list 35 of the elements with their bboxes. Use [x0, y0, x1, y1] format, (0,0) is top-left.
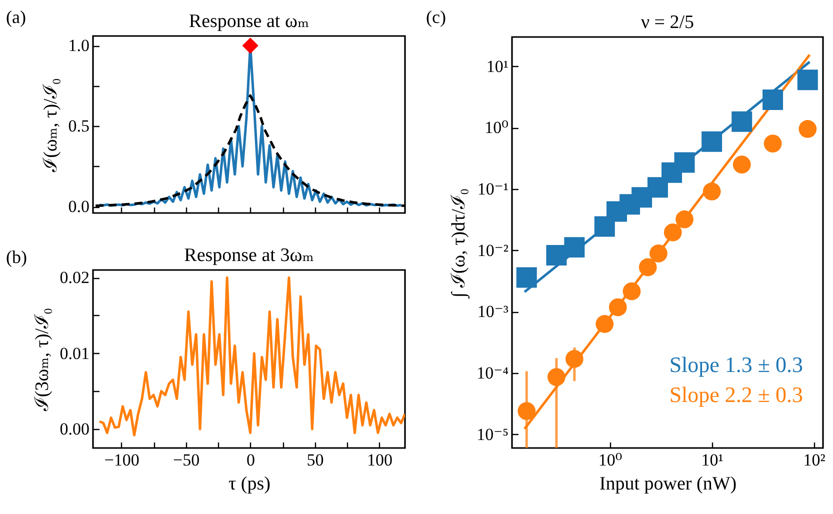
x-tick-label: 100 [366, 450, 392, 470]
x-tick-label: −50 [173, 450, 200, 470]
x-tick-label: 50 [306, 450, 324, 470]
x-tick-label: 10² [803, 450, 826, 470]
y-tick-label: 0.01 [60, 344, 90, 363]
text: Slope 1.3 ± 0.3 [669, 352, 803, 377]
y-axis-title: ℐ(ωₘ, τ)/ℐ₀ [40, 78, 62, 173]
text: (a) [6, 7, 26, 27]
y-tick-label: 10⁻⁵ [476, 424, 509, 444]
x-axis-title: Input power (nW) [599, 474, 737, 494]
chart-title: Response at 3ωₘ [184, 245, 314, 266]
y-tick-label: 0.00 [60, 420, 90, 439]
text: Slope 2.2 ± 0.3 [669, 382, 803, 407]
y-tick-label: 0.02 [60, 268, 90, 288]
x-tick-label: −100 [104, 450, 140, 470]
y-tick-label: 10⁻⁴ [476, 364, 509, 383]
text: (c) [426, 7, 446, 27]
y-tick-label: 10⁻¹ [477, 179, 508, 198]
x-tick-label: 10⁰ [598, 450, 622, 470]
y-tick-label: 10⁰ [484, 118, 509, 138]
x-axis-title: τ (ps) [228, 474, 270, 494]
line-series [98, 276, 405, 436]
y-tick-label: 1.0 [68, 36, 90, 56]
y-axis-title: ∫ ℐ(ω, τ)dτ/ℐ₀ [448, 188, 471, 299]
chart-title: Response at ωₘ [188, 11, 310, 32]
y-tick-label: 10⁻² [477, 240, 508, 260]
y-axis-title: ℐ(3ωₘ, τ)/ℐ₀ [32, 308, 53, 412]
y-tick-label: 10⁻³ [477, 302, 508, 322]
chart-title: ν = 2/5 [640, 12, 694, 33]
y-tick-label: 10¹ [486, 56, 508, 76]
x-tick-label: 0 [246, 450, 256, 470]
x-tick-label: 10¹ [701, 450, 724, 470]
text: (b) [6, 247, 27, 267]
y-tick-label: 0.5 [68, 116, 90, 136]
y-tick-label: 0.0 [68, 197, 90, 216]
